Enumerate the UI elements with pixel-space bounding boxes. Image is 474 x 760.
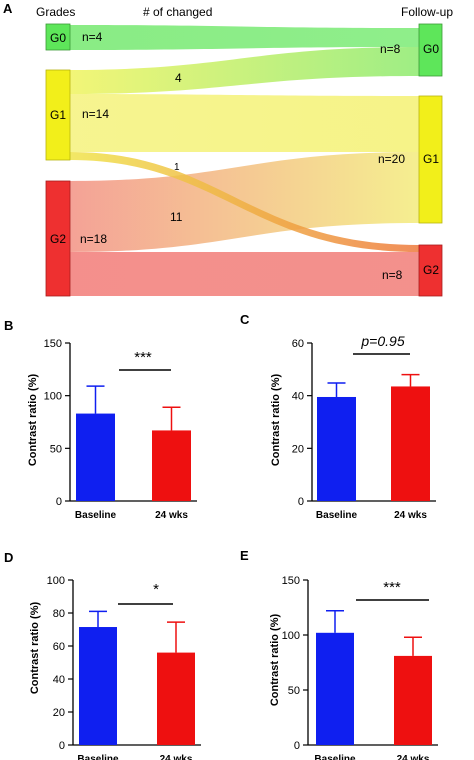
panel-letter-d: D: [4, 550, 13, 565]
bar-b-0: [76, 413, 115, 501]
plot-area-e: 0 50 100 150 Baseline 24 wks: [282, 575, 438, 760]
sankey-count-left-g1: n=14: [82, 107, 109, 121]
bar-e-0: [316, 632, 354, 745]
sankey-count-left-g0: n=4: [82, 30, 103, 44]
sankey-node-label-right-g1: G1: [423, 152, 439, 166]
y-tick-label-c: 0: [298, 496, 304, 508]
significance-label-b: ***: [134, 349, 152, 366]
y-tick-label-d: 0: [59, 740, 65, 752]
category-label-c-0: Baseline: [316, 510, 358, 521]
category-label-d-0: Baseline: [77, 754, 119, 760]
sankey-link-g1-g0: [70, 47, 419, 94]
y-tick-label-b: 50: [50, 443, 62, 455]
sankey-flow-label-g1-g0: 4: [175, 71, 182, 85]
bar-chart-d: D Contrast ratio (%) 0 20 40 60 80 100 Baselin…: [4, 550, 201, 760]
y-tick-label-d: 40: [53, 674, 65, 686]
sankey-right-header: Follow-up: [401, 5, 453, 19]
plot-area-b: 0 50 100 150 Baseline 24 wks: [44, 338, 197, 521]
sankey-node-left-g0: [45, 23, 71, 51]
sankey-node-right-g2: [418, 244, 443, 297]
category-label-b-1: 24 wks: [155, 510, 188, 521]
plot-area-d: 0 20 40 60 80 100 Baseline 24 wks: [47, 575, 201, 760]
y-axis-title-d: Contrast ratio (%): [29, 602, 41, 695]
sankey-link-g2-g2: [70, 252, 419, 296]
sankey-link-g1-g2: [70, 152, 419, 252]
panel-letter-b: B: [4, 318, 13, 333]
bar-e-1: [394, 655, 432, 745]
y-tick-label-d: 80: [53, 608, 65, 620]
y-tick-label-c: 40: [292, 391, 304, 403]
significance-label-d: *: [153, 581, 159, 598]
y-tick-label-e: 150: [282, 575, 300, 587]
sankey-node-label-right-g2: G2: [423, 263, 439, 277]
category-label-e-0: Baseline: [314, 754, 356, 760]
bar-chart-c: C Contrast ratio (%) 0 20 40 60 Baseline 24 w…: [240, 312, 436, 521]
sankey-count-right-g2: n=8: [382, 268, 403, 282]
bar-c-0: [317, 396, 356, 501]
y-tick-label-b: 100: [44, 391, 62, 403]
y-axis-title-e: Contrast ratio (%): [269, 614, 281, 707]
sankey-node-right-g1: [418, 95, 443, 224]
sankey-node-label-right-g0: G0: [423, 42, 439, 56]
bar-chart-e: E Contrast ratio (%) 0 50 100 150 Baseline 24…: [240, 548, 438, 760]
category-label-b-0: Baseline: [75, 510, 117, 521]
sankey-count-right-g1: n=20: [378, 152, 405, 166]
y-tick-label-d: 20: [53, 707, 65, 719]
y-tick-label-b: 0: [56, 496, 62, 508]
sankey-panel: A Grades # of changed Follow-up G0 G1 G2…: [3, 1, 453, 297]
sankey-node-left-g1: [45, 69, 71, 161]
category-label-d-1: 24 wks: [160, 754, 193, 760]
y-tick-label-e: 100: [282, 630, 300, 642]
panel-letter-e: E: [240, 548, 249, 563]
plot-area-c: 0 20 40 60 Baseline 24 wks: [292, 338, 436, 521]
bar-chart-b: B Contrast ratio (%) 0 50 100 150 Baseline 24…: [4, 318, 197, 521]
sankey-link-g0-g0: [70, 25, 419, 50]
sankey-node-right-g0: [418, 23, 443, 77]
sankey-left-header: Grades: [36, 5, 75, 19]
bar-b-1: [152, 430, 191, 501]
sankey-link-g1-g1: [70, 94, 419, 152]
panel-letter-c: C: [240, 312, 250, 327]
y-axis-title-c: Contrast ratio (%): [270, 374, 282, 467]
y-tick-label-d: 60: [53, 641, 65, 653]
sankey-middle-header: # of changed: [143, 5, 212, 19]
sankey-flow-label-g1-g2: 1: [174, 162, 180, 173]
bar-d-1: [157, 652, 195, 745]
sankey-node-label-left-g0: G0: [50, 31, 66, 45]
sankey-count-left-g2: n=18: [80, 232, 107, 246]
significance-label-c: p=0.95: [360, 333, 404, 349]
sankey-node-label-left-g2: G2: [50, 232, 66, 246]
y-tick-label-e: 0: [294, 740, 300, 752]
y-tick-label-b: 150: [44, 338, 62, 350]
y-tick-label-c: 20: [292, 443, 304, 455]
sankey-count-right-g0: n=8: [380, 42, 401, 56]
y-tick-label-d: 100: [47, 575, 65, 587]
y-tick-label-e: 50: [288, 685, 300, 697]
significance-label-e: ***: [383, 579, 401, 596]
bar-c-1: [391, 386, 430, 501]
sankey-node-label-left-g1: G1: [50, 108, 66, 122]
category-label-c-1: 24 wks: [394, 510, 427, 521]
bar-d-0: [79, 627, 117, 745]
sankey-node-left-g2: [45, 180, 71, 297]
y-tick-label-c: 60: [292, 338, 304, 350]
panel-letter-a: A: [3, 1, 13, 16]
y-axis-title-b: Contrast ratio (%): [27, 374, 39, 467]
category-label-e-1: 24 wks: [397, 754, 430, 760]
sankey-flow-label-g2-g1: 11: [170, 210, 183, 224]
